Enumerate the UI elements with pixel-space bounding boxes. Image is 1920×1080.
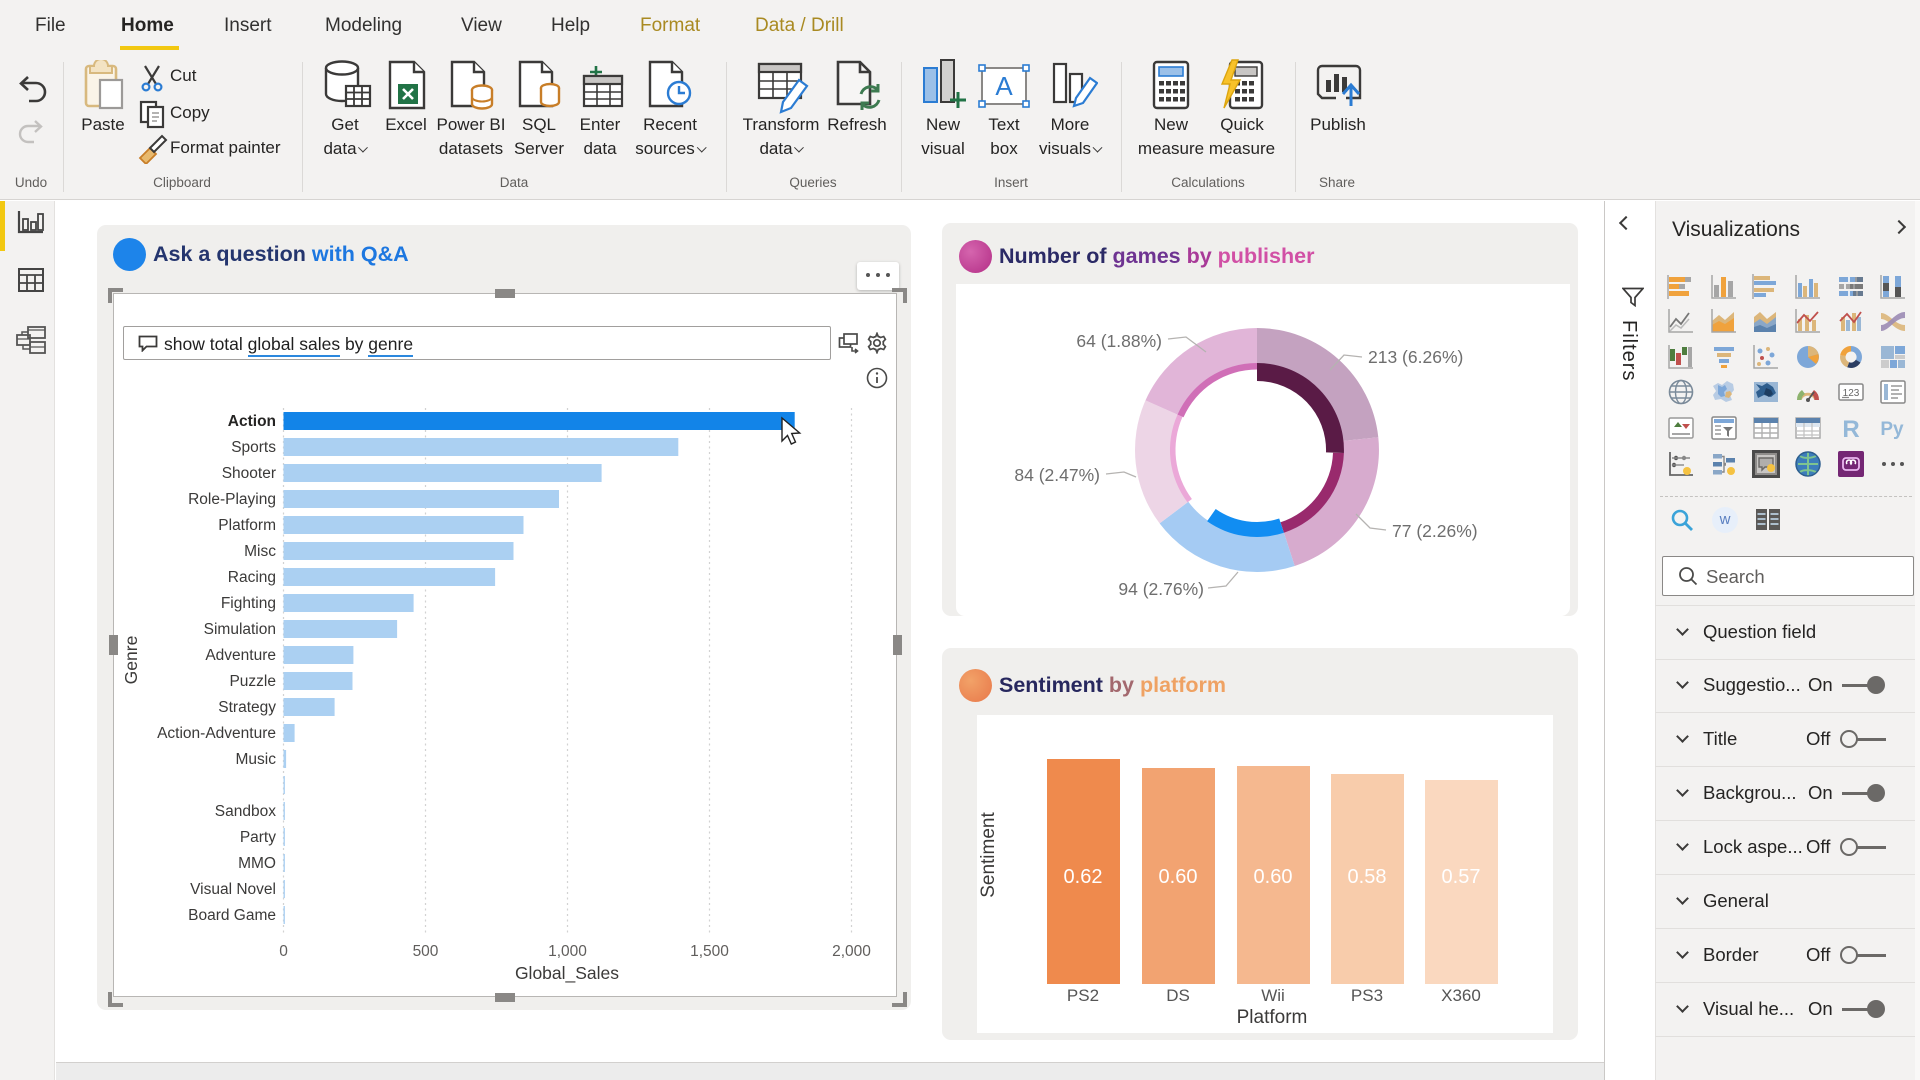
svg-text:Sports: Sports [231, 439, 276, 456]
svg-text:Misc: Misc [244, 543, 276, 560]
svg-text:Genre: Genre [121, 636, 141, 685]
svg-text:213 (6.26%): 213 (6.26%) [1368, 347, 1463, 367]
svg-text:123: 123 [1843, 388, 1860, 399]
svg-text:94 (2.76%): 94 (2.76%) [1118, 579, 1204, 599]
svg-text:Adventure: Adventure [205, 647, 276, 664]
svg-text:Sandbox: Sandbox [215, 803, 276, 820]
svg-text:77 (2.26%): 77 (2.26%) [1392, 521, 1478, 541]
svg-text:0.62: 0.62 [1064, 866, 1103, 888]
svg-text:0: 0 [279, 943, 288, 960]
svg-text:Wii: Wii [1261, 986, 1285, 1005]
svg-text:Shooter: Shooter [222, 465, 276, 482]
svg-text:0.58: 0.58 [1348, 866, 1387, 888]
svg-text:Action: Action [228, 413, 276, 430]
svg-text:1,000: 1,000 [548, 943, 587, 960]
svg-text:MMO: MMO [238, 855, 276, 872]
svg-text:0.60: 0.60 [1254, 866, 1293, 888]
svg-text:Platform: Platform [218, 517, 276, 534]
svg-text:500: 500 [413, 943, 439, 960]
svg-text:Sentiment: Sentiment [978, 812, 999, 898]
svg-text:A: A [995, 71, 1013, 101]
svg-text:PS2: PS2 [1067, 986, 1099, 1005]
svg-text:Simulation: Simulation [204, 621, 276, 638]
svg-text:0.57: 0.57 [1442, 866, 1481, 888]
svg-text:Board Game: Board Game [188, 907, 276, 924]
svg-text:R: R [1842, 416, 1859, 442]
svg-text:X360: X360 [1441, 986, 1481, 1005]
svg-text:1,500: 1,500 [690, 943, 729, 960]
svg-text:Fighting: Fighting [221, 595, 276, 612]
svg-text:Global_Sales: Global_Sales [515, 963, 619, 984]
svg-text:Py: Py [1880, 419, 1904, 440]
svg-text:2,000: 2,000 [832, 943, 871, 960]
svg-text:Strategy: Strategy [218, 699, 276, 716]
svg-text:84 (2.47%): 84 (2.47%) [1014, 465, 1100, 485]
svg-text:Action-Adventure: Action-Adventure [157, 725, 276, 742]
svg-text:0.60: 0.60 [1159, 866, 1198, 888]
svg-text:DS: DS [1166, 986, 1190, 1005]
svg-text:64 (1.88%): 64 (1.88%) [1076, 331, 1162, 351]
svg-text:Platform: Platform [1237, 1007, 1308, 1028]
svg-text:Visual Novel: Visual Novel [190, 881, 276, 898]
svg-text:PS3: PS3 [1351, 986, 1383, 1005]
svg-text:Music: Music [236, 751, 277, 768]
svg-text:Party: Party [240, 829, 276, 846]
svg-text:Racing: Racing [228, 569, 276, 586]
svg-text:Puzzle: Puzzle [229, 673, 276, 690]
svg-text:Role-Playing: Role-Playing [188, 491, 276, 508]
